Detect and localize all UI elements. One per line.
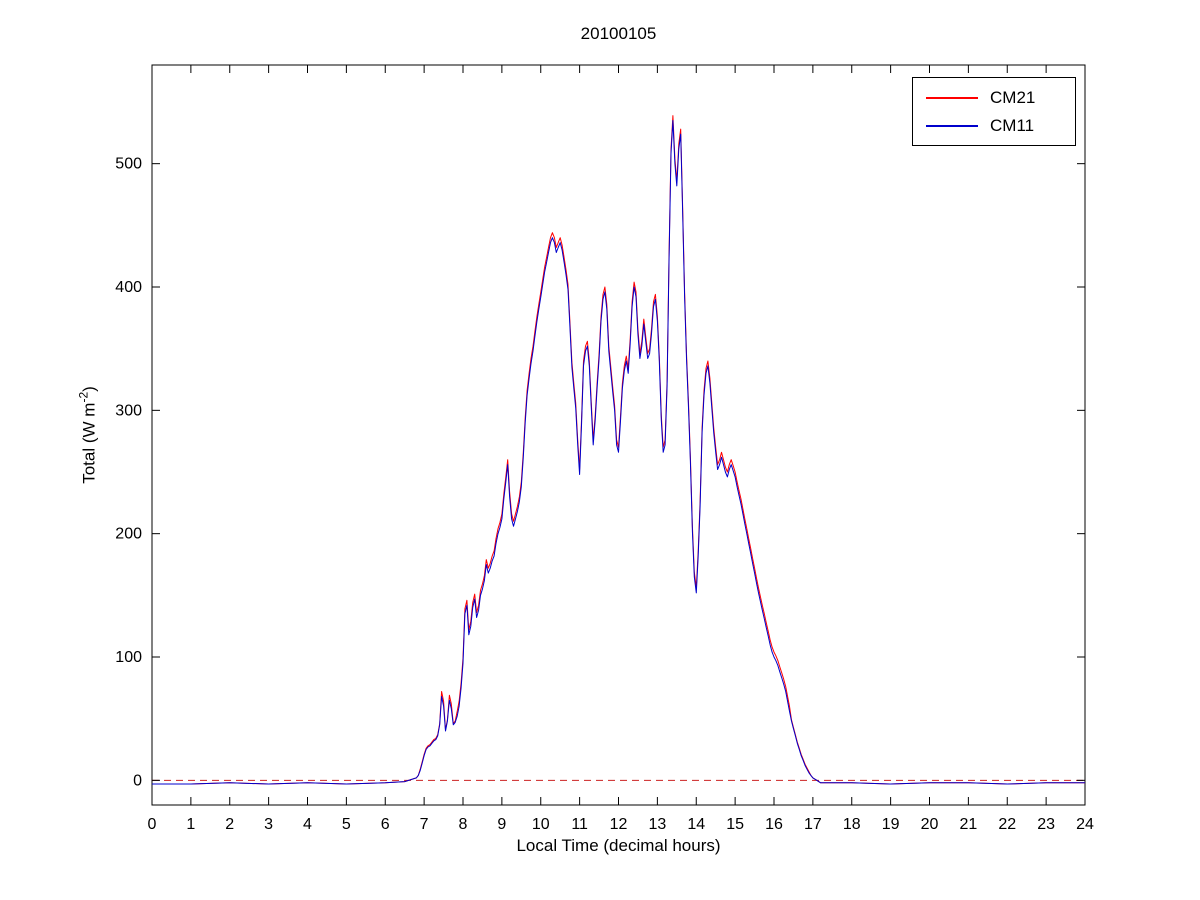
x-tick-label: 3	[264, 816, 273, 833]
x-tick-label: 6	[381, 816, 390, 833]
legend: CM21 CM11	[912, 77, 1076, 146]
x-tick-label: 23	[1037, 816, 1055, 833]
legend-line-sample-cm11	[926, 124, 978, 127]
plot-box	[151, 64, 1086, 806]
y-axis-label-close: )	[79, 386, 99, 392]
x-tick-label: 20	[921, 816, 939, 833]
x-tick-label: 0	[148, 816, 157, 833]
legend-line-sample-cm21	[926, 96, 978, 99]
chart-title: 20100105	[580, 24, 657, 43]
y-tick-label: 400	[115, 279, 142, 296]
x-tick-label: 8	[459, 816, 468, 833]
x-tick-label: 22	[998, 816, 1016, 833]
x-tick-label: 11	[571, 816, 588, 833]
x-tick-label: 7	[420, 816, 429, 833]
x-tick-label: 12	[610, 816, 628, 833]
legend-label-cm21: CM21	[990, 88, 1036, 107]
x-tick-label: 17	[804, 816, 822, 833]
y-tick-label: 0	[133, 772, 142, 789]
x-tick-label: 13	[648, 816, 666, 833]
x-tick-label: 14	[687, 816, 705, 833]
y-axis-label: Total (W m-2)	[77, 386, 100, 484]
y-axis-label-text: Total (W m	[79, 402, 99, 484]
x-tick-label: 9	[497, 816, 506, 833]
y-tick-label: 100	[115, 649, 142, 666]
x-tick-label: 15	[726, 816, 744, 833]
x-tick-label: 16	[765, 816, 783, 833]
legend-label-cm11: CM11	[990, 116, 1035, 135]
y-tick-label: 300	[115, 402, 142, 419]
series-line-cm11	[152, 120, 1085, 785]
x-tick-label: 24	[1076, 816, 1094, 833]
x-tick-label: 21	[959, 816, 977, 833]
legend-row-cm21: CM21	[926, 89, 1075, 106]
x-tick-label: 1	[186, 816, 195, 833]
x-tick-label: 18	[843, 816, 861, 833]
x-tick-label: 4	[303, 816, 312, 833]
y-tick-label: 500	[115, 156, 142, 173]
x-tick-label: 19	[882, 816, 900, 833]
legend-row-cm11: CM11	[926, 117, 1075, 134]
y-axis-label-superscript: -2	[76, 391, 91, 403]
x-tick-label: 2	[225, 816, 234, 833]
x-axis-label: Local Time (decimal hours)	[516, 836, 721, 855]
x-tick-label: 5	[342, 816, 351, 833]
y-tick-label: 200	[115, 526, 142, 543]
x-tick-label: 10	[532, 816, 550, 833]
